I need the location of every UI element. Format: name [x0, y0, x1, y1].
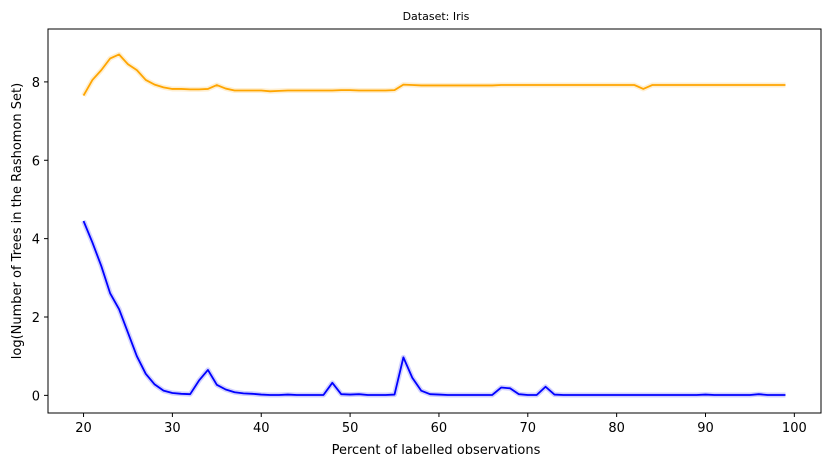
x-tick-label: 50 — [342, 421, 359, 436]
x-tick-label: 60 — [431, 421, 448, 436]
y-tick-label: 4 — [32, 233, 40, 248]
x-tick-label: 80 — [608, 421, 625, 436]
plot-area — [81, 51, 786, 398]
x-tick-label: 30 — [164, 421, 181, 436]
y-axis-label: log(Number of Trees in the Rashomon Set) — [10, 83, 25, 359]
x-axis: 20 30 40 50 60 70 80 90 100 — [75, 413, 807, 436]
x-tick-label: 90 — [697, 421, 714, 436]
x-axis-label: Percent of labelled observations — [332, 443, 541, 458]
plot-frame — [47, 28, 822, 414]
series-1-line — [82, 53, 786, 97]
series-2-line — [82, 220, 786, 396]
chart-title: Dataset: Iris — [403, 10, 470, 23]
y-tick-label: 6 — [32, 154, 40, 169]
x-tick-label: 100 — [782, 421, 807, 436]
x-tick-label: 70 — [520, 421, 537, 436]
x-tick-label: 40 — [253, 421, 270, 436]
y-axis: 0 2 4 6 8 — [32, 76, 48, 404]
x-tick-label: 20 — [75, 421, 92, 436]
y-tick-label: 0 — [32, 389, 40, 404]
series-2-band — [81, 220, 786, 398]
y-tick-label: 8 — [32, 76, 40, 91]
y-tick-label: 2 — [32, 311, 40, 326]
